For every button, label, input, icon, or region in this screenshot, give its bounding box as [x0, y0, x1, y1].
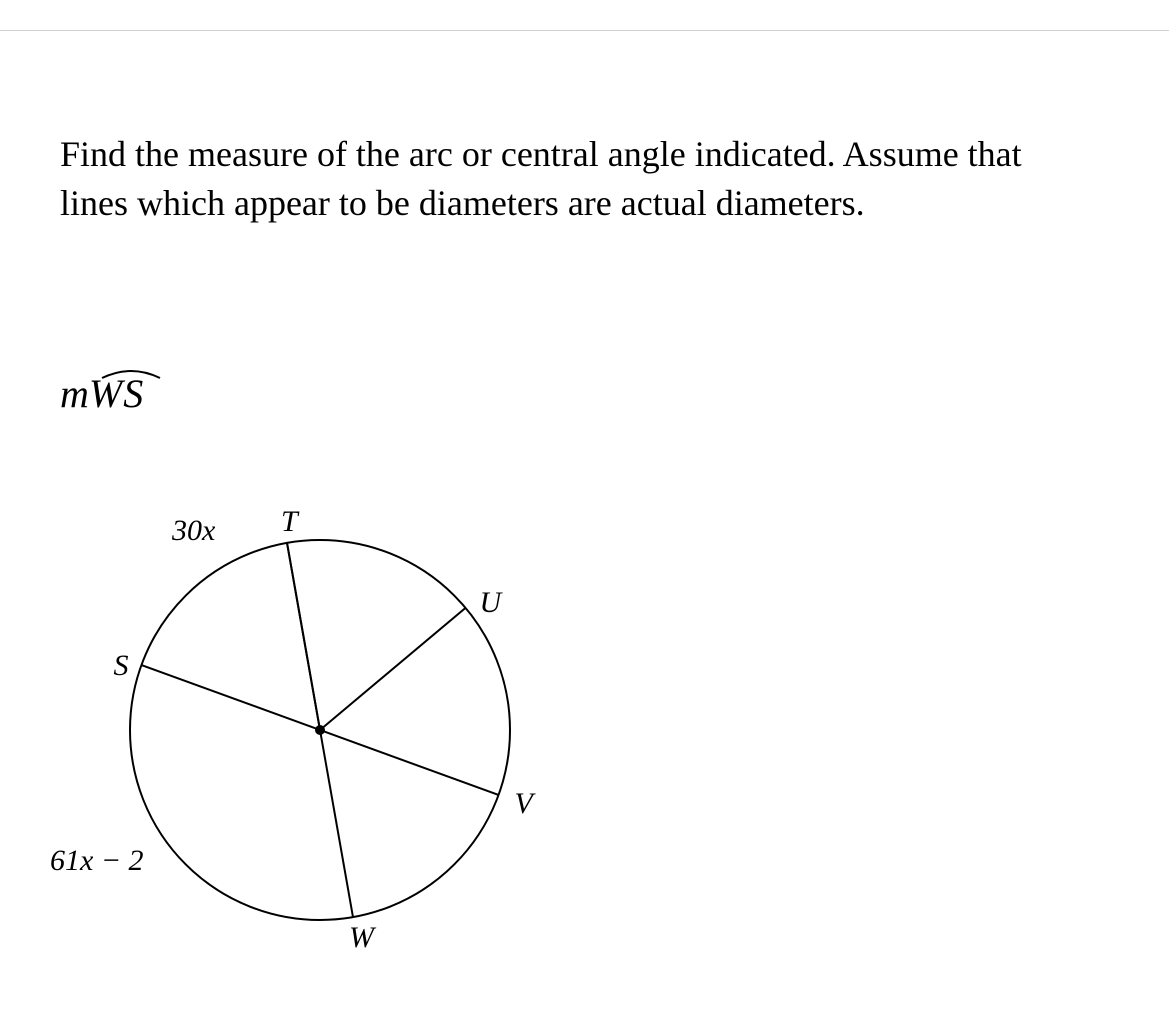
- point-label-S: S: [113, 649, 128, 682]
- point-label-W: W: [349, 921, 377, 954]
- circle-svg: STUVW30x61x − 2: [60, 470, 580, 990]
- center-dot: [315, 725, 325, 735]
- target-arc-expression: mWS: [60, 370, 144, 417]
- arc-label-ST: 30x: [171, 514, 216, 547]
- point-label-V: V: [515, 787, 537, 820]
- target-prefix-m: m: [60, 371, 89, 416]
- arc-label-SW: 61x − 2: [50, 844, 144, 877]
- question-text: Find the measure of the arc or central a…: [60, 130, 1060, 227]
- point-label-T: T: [281, 505, 300, 538]
- radius-T: [287, 543, 320, 730]
- page: Find the measure of the arc or central a…: [0, 0, 1169, 1028]
- radius-U: [320, 608, 466, 730]
- top-horizontal-rule: [0, 30, 1169, 31]
- circle-figure: STUVW30x61x − 2: [60, 470, 580, 990]
- target-arc-letters: WS: [89, 371, 144, 416]
- point-label-U: U: [480, 586, 504, 619]
